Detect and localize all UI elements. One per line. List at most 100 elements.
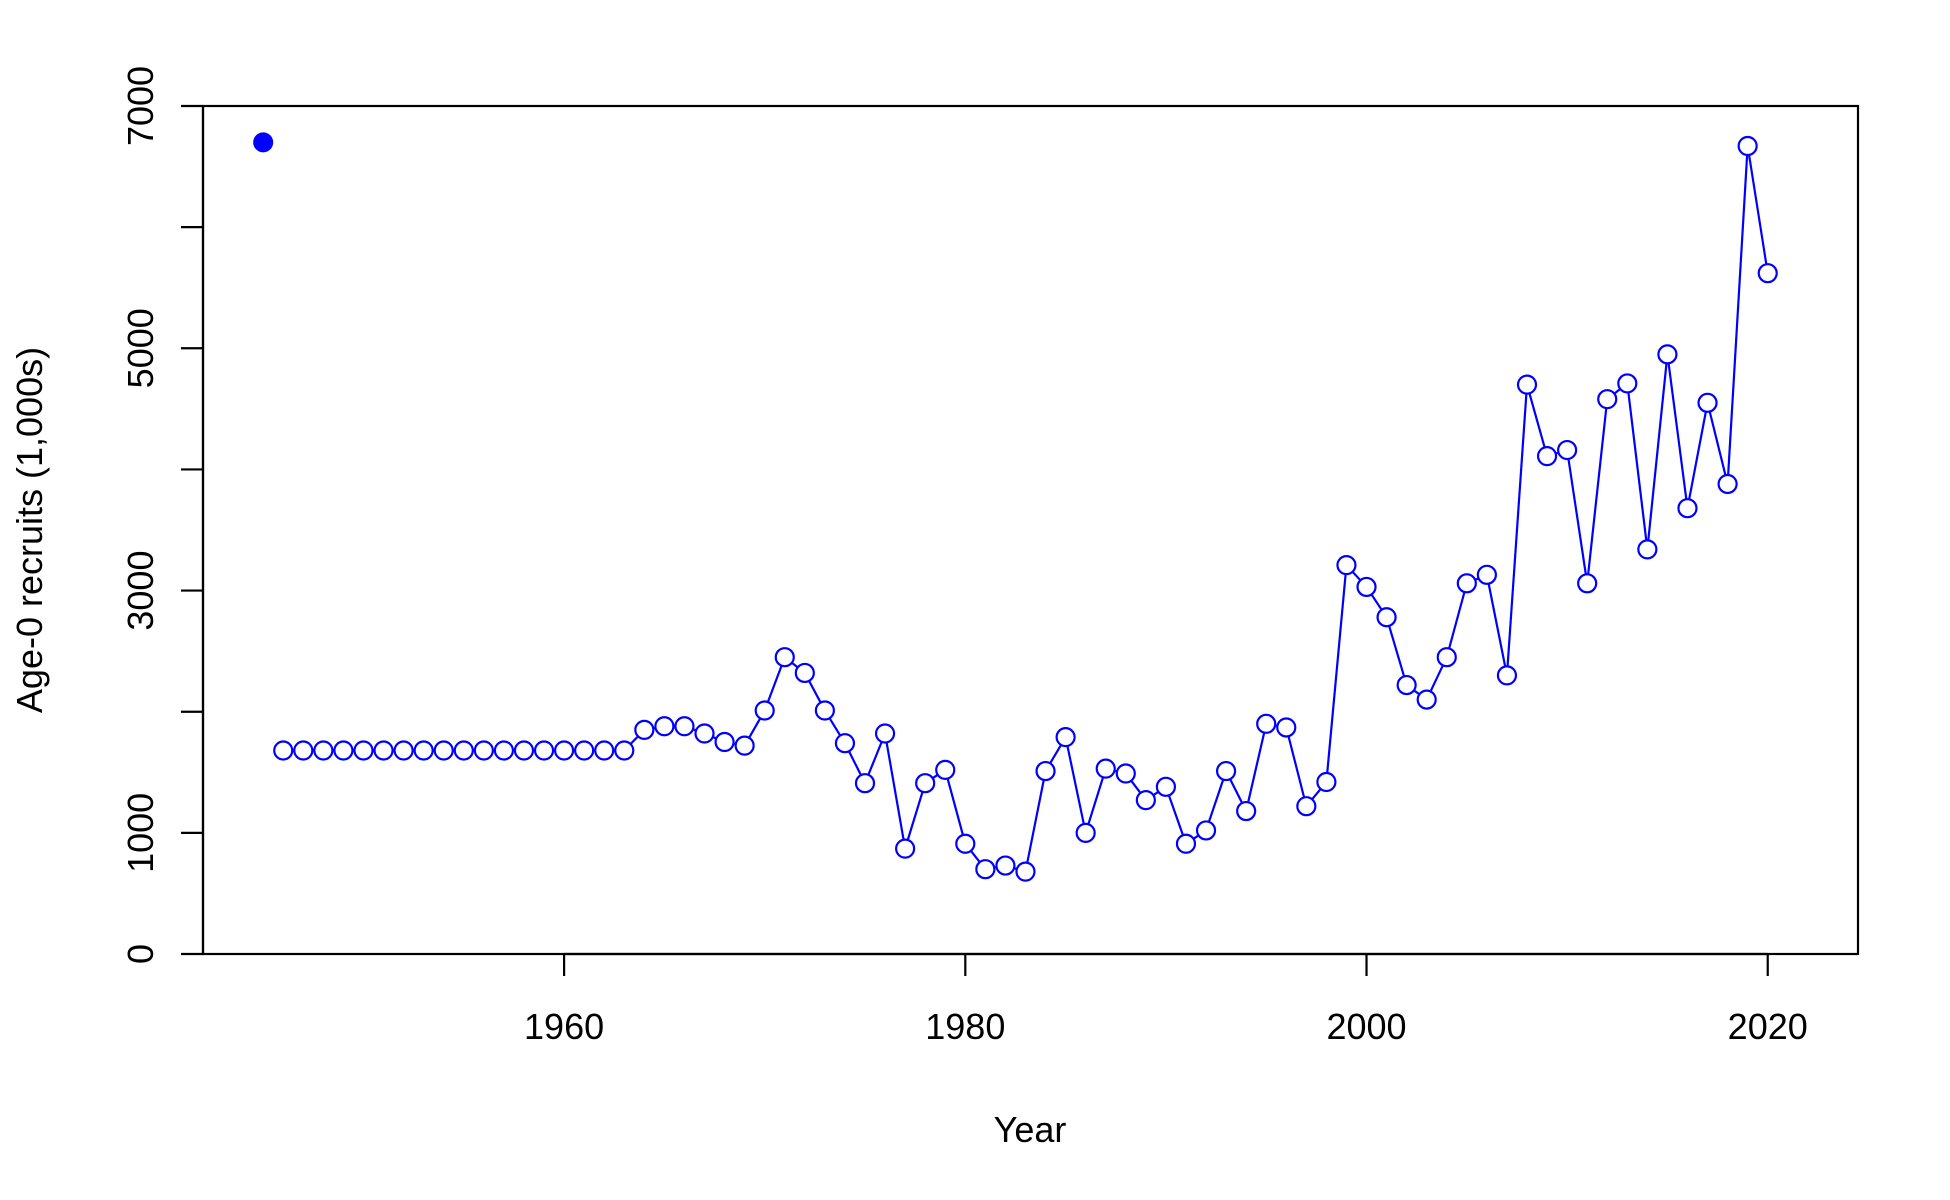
series-line-segment bbox=[1688, 411, 1707, 500]
series-line-segment bbox=[1066, 745, 1085, 825]
data-point bbox=[373, 740, 394, 761]
series-layer bbox=[253, 132, 1778, 882]
data-point bbox=[1516, 374, 1538, 395]
series-line-segment bbox=[766, 665, 783, 703]
data-point bbox=[333, 740, 354, 761]
data-point bbox=[1296, 796, 1317, 817]
x-tick-label: 2020 bbox=[1728, 1006, 1808, 1047]
data-point bbox=[854, 773, 876, 794]
series-line-segment bbox=[1727, 154, 1749, 476]
x-tick-label: 1980 bbox=[925, 1006, 1005, 1047]
series-line-segment bbox=[1567, 458, 1587, 575]
data-point bbox=[1376, 607, 1397, 628]
data-point bbox=[734, 735, 755, 756]
data-point bbox=[1577, 573, 1598, 594]
series-line-segment bbox=[1370, 593, 1383, 611]
series-line-segment bbox=[1647, 363, 1668, 541]
series-line-segment bbox=[1087, 776, 1105, 825]
series-line-segment bbox=[1448, 591, 1466, 649]
series-line-segment bbox=[1049, 744, 1062, 764]
data-point bbox=[353, 740, 374, 761]
data-point bbox=[614, 740, 635, 761]
data-point bbox=[493, 740, 515, 761]
data-point bbox=[1035, 760, 1056, 782]
data-point bbox=[1195, 820, 1217, 841]
series-line-segment bbox=[1747, 154, 1768, 265]
y-axis: 0 1000 3000 5000 7000 bbox=[120, 66, 205, 964]
series-line-segment bbox=[1413, 689, 1421, 696]
data-point bbox=[1737, 135, 1758, 157]
series-line-segment bbox=[1506, 393, 1528, 667]
data-point bbox=[1536, 446, 1558, 467]
series-line-segment bbox=[629, 735, 639, 745]
series-line-segment bbox=[1587, 407, 1608, 575]
data-point bbox=[513, 740, 535, 761]
plot-frame bbox=[201, 104, 1860, 956]
data-point bbox=[794, 662, 815, 684]
data-point bbox=[674, 716, 695, 737]
series-line-segment bbox=[1167, 794, 1185, 836]
y-tick-label: 0 bbox=[120, 944, 161, 964]
data-point bbox=[1637, 539, 1658, 560]
series-line-segment bbox=[1388, 625, 1406, 677]
series-line-segment bbox=[1528, 392, 1546, 448]
y-tick-label: 5000 bbox=[120, 308, 161, 388]
series-line-segment bbox=[946, 778, 965, 836]
series-line-segment bbox=[1130, 780, 1142, 794]
x-tick-label: 2000 bbox=[1326, 1006, 1406, 1047]
series-line-segment bbox=[828, 717, 842, 737]
series-line-segment bbox=[867, 741, 883, 776]
data-point bbox=[413, 740, 434, 761]
data-point bbox=[654, 716, 675, 737]
data-point bbox=[594, 740, 615, 761]
data-point bbox=[834, 733, 856, 754]
series-line-segment bbox=[791, 661, 799, 669]
series-line-segment bbox=[1627, 392, 1648, 541]
data-point bbox=[1496, 665, 1518, 686]
y-tick-label: 3000 bbox=[120, 551, 161, 631]
data-point bbox=[393, 740, 414, 761]
data-point bbox=[453, 740, 474, 761]
data-point bbox=[1396, 674, 1417, 696]
data-point bbox=[1276, 717, 1297, 738]
data-point bbox=[574, 740, 595, 761]
series-line-segment bbox=[1326, 573, 1347, 774]
data-point bbox=[1316, 771, 1337, 793]
data-point bbox=[874, 723, 896, 744]
series-line-segment bbox=[1667, 363, 1688, 500]
series-line-segment bbox=[1613, 388, 1621, 395]
data-point bbox=[1015, 861, 1036, 882]
series-line-segment bbox=[1708, 411, 1727, 476]
data-point bbox=[553, 740, 575, 761]
data-point bbox=[774, 647, 795, 668]
data-point bbox=[1416, 689, 1437, 710]
data-point bbox=[1095, 758, 1116, 779]
data-point bbox=[1055, 727, 1076, 748]
data-point bbox=[1697, 392, 1718, 413]
data-point bbox=[273, 740, 294, 761]
data-point bbox=[1597, 389, 1618, 410]
data-point bbox=[995, 855, 1016, 876]
series-line-segment bbox=[847, 750, 862, 776]
data-point bbox=[1135, 790, 1156, 811]
series-line-segment bbox=[1247, 732, 1266, 803]
data-point bbox=[1757, 263, 1778, 284]
data-point bbox=[1115, 763, 1136, 784]
data-point bbox=[1456, 573, 1477, 594]
data-point bbox=[1155, 776, 1177, 797]
data-point bbox=[634, 719, 655, 740]
x-axis: 1960 1980 2000 2020 bbox=[524, 952, 1808, 1047]
data-point bbox=[1677, 498, 1698, 519]
data-point bbox=[814, 700, 835, 721]
series-line-segment bbox=[970, 850, 981, 863]
data-point bbox=[1256, 713, 1277, 734]
data-point bbox=[1336, 555, 1357, 576]
data-point bbox=[895, 838, 916, 859]
series-line-segment bbox=[748, 717, 762, 739]
y-tick-label: 7000 bbox=[120, 66, 161, 146]
series-line-segment bbox=[1487, 583, 1507, 667]
series-line-segment bbox=[1026, 779, 1045, 864]
data-point bbox=[1717, 473, 1738, 495]
series-line-segment bbox=[1429, 664, 1444, 692]
